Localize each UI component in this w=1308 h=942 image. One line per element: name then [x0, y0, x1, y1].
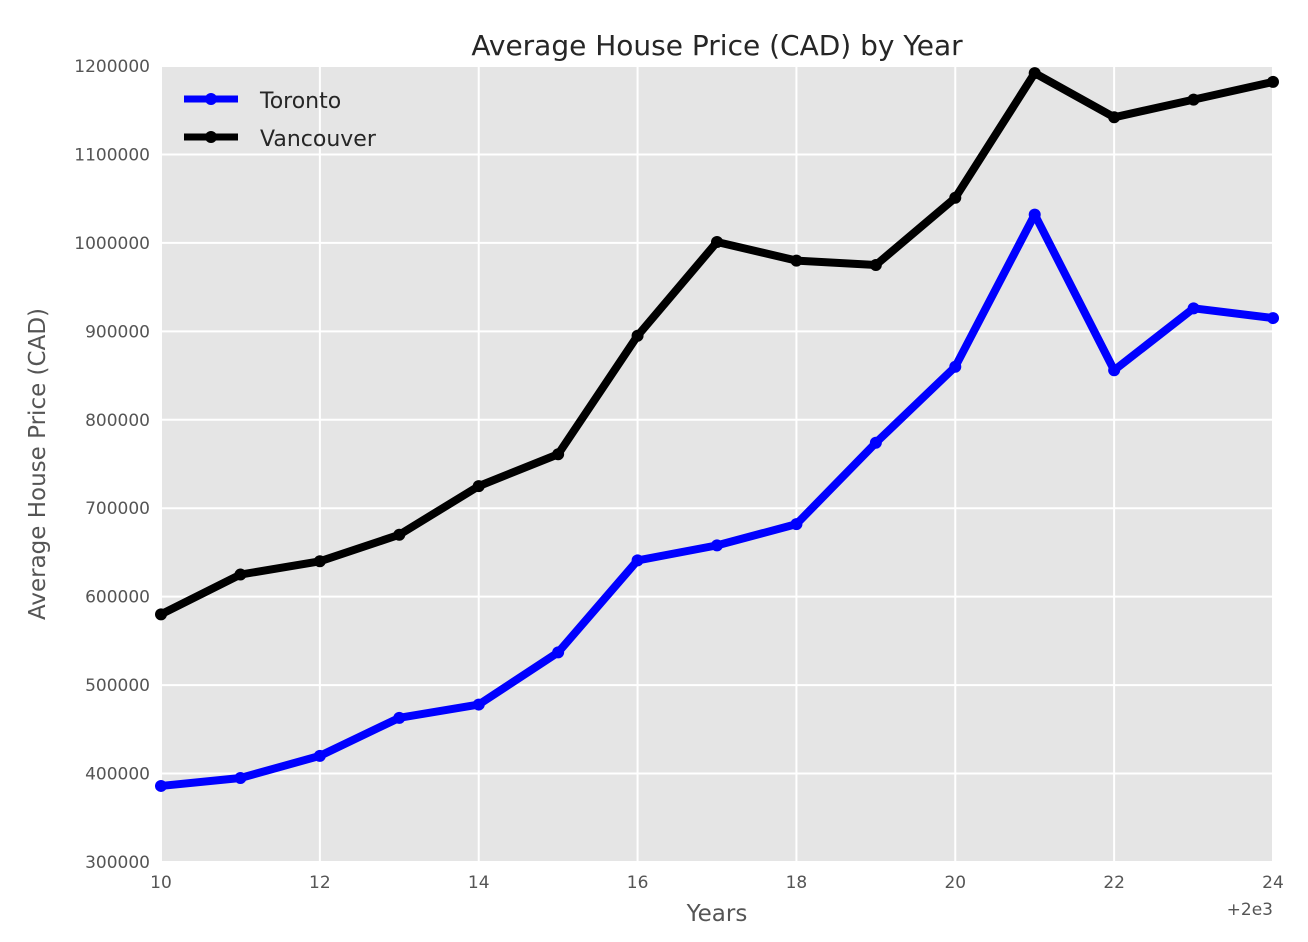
y-tick-label: 1200000 [74, 57, 150, 77]
data-point-toronto [1267, 312, 1279, 325]
y-tick-label: 300000 [85, 853, 150, 873]
data-point-toronto [790, 518, 803, 531]
data-point-toronto [313, 749, 326, 762]
data-point-vancouver [552, 448, 565, 461]
data-point-toronto [234, 771, 247, 784]
data-point-toronto [631, 554, 644, 567]
legend-label-vancouver: Vancouver [260, 127, 377, 152]
data-point-toronto [155, 779, 167, 792]
legend: Toronto Vancouver [184, 89, 377, 152]
data-point-vancouver [313, 555, 326, 568]
data-point-toronto [1028, 208, 1041, 221]
y-tick-label: 1000000 [74, 234, 150, 254]
data-point-vancouver [631, 329, 644, 342]
data-point-vancouver [1187, 93, 1200, 106]
series-group [155, 67, 1279, 792]
y-tick-label: 400000 [85, 765, 150, 785]
x-tick-label: 24 [1262, 873, 1284, 893]
x-tick-label: 10 [150, 873, 172, 893]
y-tick-label: 800000 [85, 411, 150, 431]
x-tick-label: 18 [786, 873, 808, 893]
x-tick-label: 20 [944, 873, 966, 893]
data-point-toronto [1108, 364, 1121, 377]
y-tick-label: 700000 [85, 499, 150, 519]
y-tick-label: 500000 [85, 676, 150, 696]
x-offset-label: +2e3 [1227, 900, 1273, 920]
data-point-vancouver [1108, 111, 1121, 124]
data-point-vancouver [393, 528, 406, 541]
x-tick-label: 16 [627, 873, 649, 893]
data-point-vancouver [790, 254, 803, 267]
ticks: 10 12 14 16 18 20 22 24 300000 400000 500000 600000… [74, 57, 1284, 893]
data-point-vancouver [155, 608, 167, 621]
legend-marker-toronto [205, 93, 217, 105]
legend-label-toronto: Toronto [259, 89, 341, 114]
data-point-toronto [949, 360, 962, 373]
data-point-vancouver [1028, 67, 1041, 80]
chart-title: Average House Price (CAD) by Year [471, 29, 963, 62]
data-point-toronto [552, 646, 565, 659]
data-point-vancouver [949, 191, 962, 204]
plot-background [161, 66, 1273, 862]
y-tick-label: 900000 [85, 322, 150, 342]
data-point-vancouver [869, 259, 882, 271]
x-tick-label: 22 [1103, 873, 1125, 893]
data-point-toronto [711, 539, 723, 552]
x-tick-label: 12 [309, 873, 331, 893]
data-point-vancouver [234, 568, 247, 581]
data-point-vancouver [472, 480, 485, 493]
x-tick-label: 14 [468, 873, 490, 893]
legend-marker-vancouver [205, 131, 217, 143]
y-tick-label: 1100000 [74, 145, 150, 165]
data-point-toronto [393, 711, 406, 724]
data-point-vancouver [711, 236, 723, 249]
data-point-vancouver [1267, 75, 1279, 88]
data-point-toronto [472, 698, 485, 711]
y-axis-label: Average House Price (CAD) [25, 308, 51, 620]
data-point-toronto [1187, 302, 1200, 315]
x-axis-label: Years [686, 901, 748, 927]
y-tick-label: 600000 [85, 588, 150, 608]
data-point-toronto [869, 436, 882, 449]
